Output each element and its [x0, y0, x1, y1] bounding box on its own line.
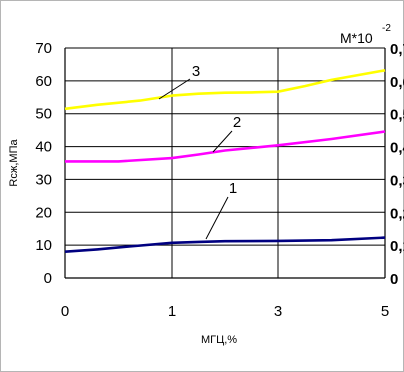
- curve-label-leaders: [158, 78, 233, 240]
- series-line-2: [65, 130, 386, 163]
- series-lines: [64, 69, 386, 253]
- grid-lines: [65, 47, 385, 279]
- right-tick-label: 0,3: [390, 172, 404, 189]
- right-tick-label: 0,2: [390, 205, 404, 222]
- x-tick-label: 1: [168, 303, 176, 320]
- right-tick-label: 0,5: [390, 107, 404, 124]
- series-line-3: [64, 69, 386, 111]
- y-tick-label: 50: [35, 106, 52, 123]
- curve-label-1: 1: [229, 180, 237, 197]
- curve-labels: 1 2 3: [192, 63, 241, 197]
- right-tick-label: 0,7: [390, 41, 404, 58]
- y-tick-label: 60: [35, 73, 52, 90]
- series-line-1: [64, 236, 386, 253]
- y-tick-label: 0: [44, 270, 52, 287]
- axes: [64, 48, 386, 279]
- right-tick-label: 0: [390, 271, 398, 288]
- tick-labels: 0 10 20 30 40 50 60 70 0 0,1 0,2 0,3 0,4 0,5 0,6 0,7 0 1 3…: [35, 40, 404, 320]
- leader-line-3: [158, 78, 191, 100]
- right-tick-label: 0,6: [390, 74, 404, 91]
- right-tick-label: 0,1: [390, 238, 404, 255]
- x-tick-label: 0: [61, 303, 69, 320]
- curve-label-3: 3: [192, 63, 200, 80]
- y-tick-label: 10: [35, 237, 52, 254]
- leader-line-2: [212, 130, 233, 153]
- leader-line-1: [205, 196, 229, 240]
- x-axis-label: МГЦ,%: [201, 334, 237, 346]
- curve-label-2: 2: [233, 114, 241, 131]
- y-tick-label: 40: [35, 139, 52, 156]
- right-tick-label: 0,4: [390, 140, 404, 157]
- right-axis-title: M*10: [340, 30, 373, 46]
- y-tick-label: 70: [35, 40, 52, 57]
- y-axis-label: Rсж,МПа: [8, 139, 20, 187]
- x-tick-label: 5: [381, 303, 389, 320]
- x-tick-label: 3: [274, 303, 282, 320]
- right-axis-exponent: -2: [382, 23, 391, 34]
- y-tick-label: 30: [35, 171, 52, 188]
- y-tick-label: 20: [35, 204, 52, 221]
